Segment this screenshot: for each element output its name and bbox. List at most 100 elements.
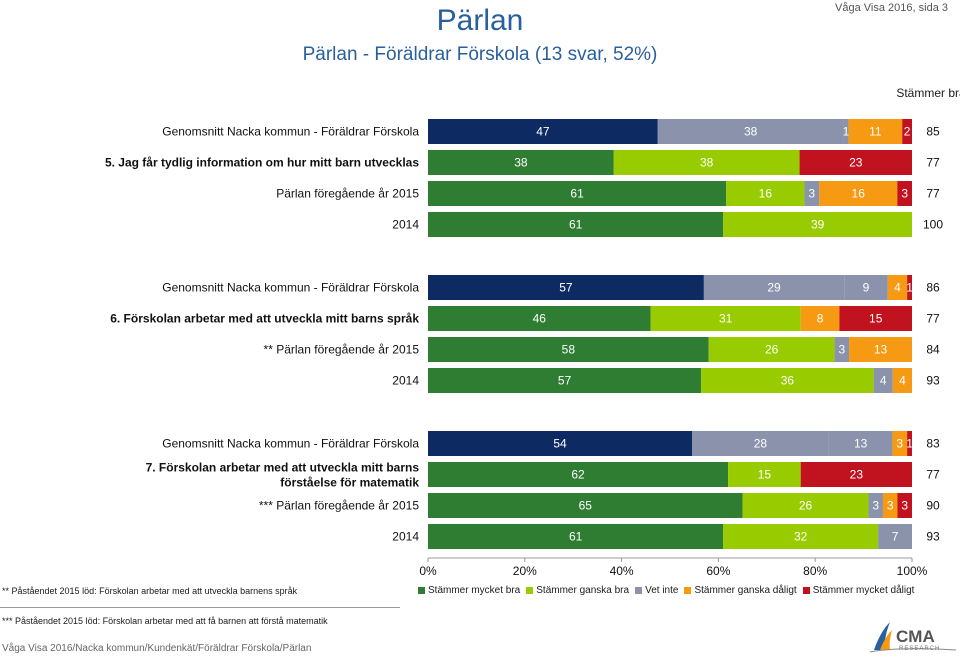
legend-swatch (684, 587, 692, 594)
legend-item: Stämmer ganska dåligt (684, 585, 797, 596)
data-label: 3 (838, 343, 845, 357)
footer-path: Våga Visa 2016/Nacka kommun/Kundenkät/Fö… (2, 643, 312, 654)
bar-segment-ganska-bra (692, 431, 829, 456)
bar-segment-mycket-bra (428, 368, 702, 393)
data-label: 28 (754, 437, 768, 451)
row-label: 2014 (392, 218, 419, 232)
bar-segment-mycket-daligt (800, 462, 912, 487)
data-label: 0 (912, 374, 919, 388)
bar-segment-mycket-bra (428, 337, 709, 362)
bar-segment-ganska-bra (723, 212, 912, 237)
x-tick-label: 40% (610, 564, 634, 578)
stammer-bra-value: 85 (926, 125, 940, 139)
bar-segment-ganska-bra (613, 150, 800, 175)
bar-segment-ganska-daligt (848, 119, 903, 144)
data-label: 0 (912, 530, 919, 544)
data-label: 3 (808, 187, 815, 201)
data-label: 61 (570, 187, 584, 201)
legend-swatch (526, 587, 534, 594)
bar-segment-nacka-mycket-bra (428, 119, 658, 144)
row-label: 2014 (392, 374, 419, 388)
bar-segment-mycket-bra (428, 181, 727, 206)
legend-label: Stämmer mycket dåligt (812, 585, 915, 596)
data-label: 1 (906, 281, 913, 295)
stammer-bra-value: 77 (926, 468, 940, 482)
data-label: 15 (758, 468, 772, 482)
footnote-divider (0, 607, 400, 608)
legend-swatch (635, 587, 643, 594)
data-label: 58 (562, 343, 576, 357)
bar-segment-nacka-mycket-bra (428, 275, 704, 300)
data-label: 4 (880, 374, 887, 388)
data-label: 16 (759, 187, 773, 201)
stacked-bar-chart: Genomsnitt Nacka kommun - Föräldrar Förs… (105, 119, 943, 578)
data-label: 26 (765, 343, 779, 357)
bar-segment-vet-inte (868, 493, 883, 518)
legend-label: Stämmer mycket bra (428, 585, 521, 596)
bar-segment-ganska-bra (703, 275, 845, 300)
data-label: 0 (912, 343, 919, 357)
stammer-bra-value: 84 (926, 343, 940, 357)
stammer-bra-value: 77 (926, 156, 940, 170)
bar-segment-vet-inte (844, 275, 888, 300)
bar-segment-mycket-bra (428, 212, 724, 237)
data-label: 13 (854, 437, 868, 451)
bar-segment-vet-inte (843, 119, 849, 144)
bar-segment-mycket-bra (428, 150, 614, 175)
bar-segment-mycket-daligt (839, 306, 912, 331)
bar-segment-ganska-daligt (892, 431, 908, 456)
bar-segment-ganska-daligt (849, 337, 912, 362)
stammer-bra-value: 93 (926, 530, 940, 544)
page-reference: Våga Visa 2016, sida 3 (835, 2, 948, 14)
bar-segment-vet-inte (828, 431, 893, 456)
data-label: 38 (700, 156, 714, 170)
footnote-2015-matematik: *** Påståendet 2015 löd: Förskolan arbet… (2, 616, 328, 626)
data-label: 3 (872, 499, 879, 513)
data-label: 1 (906, 437, 913, 451)
data-label: 61 (569, 218, 583, 232)
bar-segment-vet-inte (873, 368, 893, 393)
data-label: 39 (811, 218, 825, 232)
data-label: 3 (896, 437, 903, 451)
bar-segment-mycket-bra (428, 524, 724, 549)
footnote-2015-sprak: ** Påståendet 2015 löd: Förskolan arbeta… (2, 586, 298, 596)
x-tick-label: 80% (803, 564, 827, 578)
bar-segment-mycket-bra (428, 462, 729, 487)
row-label-cont: förståelse för matematik (280, 476, 419, 490)
stammer-bra-column-header: Stämmer bra (896, 86, 960, 100)
data-label: 32 (794, 530, 808, 544)
bar-segment-vet-inte (834, 337, 850, 362)
bar-segment-mycket-daligt (897, 181, 912, 206)
legend-label: Stämmer ganska dåligt (694, 585, 797, 596)
logo-wave (869, 648, 957, 653)
bar-segment-mycket-daligt (902, 119, 912, 144)
bar-segment-ganska-daligt (800, 306, 840, 331)
legend-item: Stämmer ganska bra (526, 585, 629, 596)
bar-segment-mycket-daligt (799, 150, 912, 175)
logo-subtext: RESEARCH (899, 646, 940, 652)
data-label: 3 (901, 187, 908, 201)
x-tick-label: 20% (513, 564, 537, 578)
data-label: 62 (571, 468, 585, 482)
row-label: Genomsnitt Nacka kommun - Föräldrar Förs… (162, 437, 419, 451)
bar-segment-vet-inte (804, 181, 820, 206)
bar-segment-ganska-bra (701, 368, 874, 393)
chart-legend: Stämmer mycket bra Stämmer ganska bra Vet … (418, 585, 914, 596)
legend-swatch (802, 587, 810, 594)
stammer-bra-value: 77 (926, 312, 940, 326)
x-tick-label: 0% (419, 564, 437, 578)
bar-segment-ganska-daligt (882, 493, 898, 518)
bar-segment-nacka-mycket-bra (428, 431, 692, 456)
data-label: 57 (559, 281, 573, 295)
data-label: 11 (869, 125, 882, 139)
data-label: 15 (869, 312, 883, 326)
page-subtitle: Pärlan - Föräldrar Förskola (13 svar, 52… (302, 44, 658, 65)
stammer-bra-value: 90 (926, 499, 940, 513)
data-label: 65 (579, 499, 593, 513)
data-label: 2 (904, 125, 911, 139)
bar-segment-ganska-bra (742, 493, 869, 518)
legend-swatch (418, 587, 425, 594)
data-label: 13 (874, 343, 888, 357)
row-label: 5. Jag får tydlig information om hur mit… (105, 156, 419, 170)
legend-label: Stämmer ganska bra (536, 585, 630, 596)
